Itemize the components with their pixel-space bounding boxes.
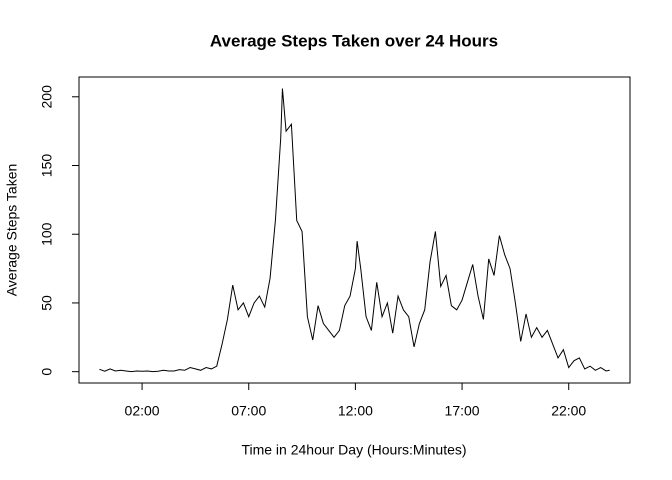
x-tick-label: 22:00	[551, 403, 586, 419]
y-tick-label: 200	[39, 85, 55, 109]
x-tick-label: 02:00	[125, 403, 160, 419]
y-tick-label: 50	[39, 295, 55, 311]
y-tick-label: 150	[39, 154, 55, 178]
x-tick-label: 07:00	[231, 403, 266, 419]
chart-title: Average Steps Taken over 24 Hours	[210, 31, 498, 50]
x-axis-label: Time in 24hour Day (Hours:Minutes)	[241, 442, 466, 458]
x-tick-label: 12:00	[338, 403, 373, 419]
y-axis-label: Average Steps Taken	[4, 164, 20, 297]
plot-box	[78, 76, 631, 384]
data-line	[99, 88, 610, 373]
x-tick-label: 17:00	[445, 403, 480, 419]
y-tick-label: 100	[39, 222, 55, 246]
y-tick-label: 0	[39, 368, 55, 376]
